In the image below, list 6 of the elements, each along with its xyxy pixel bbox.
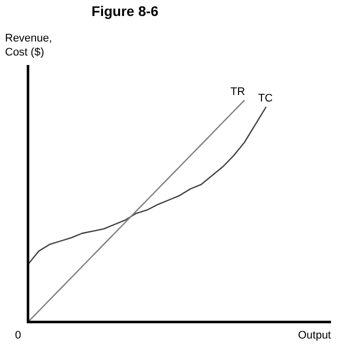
y-axis-title: Revenue, Cost ($): [5, 32, 52, 59]
x-axis-title: Output: [298, 330, 331, 342]
series-label: TR: [230, 86, 246, 98]
chart-title: Figure 8-6: [92, 2, 159, 19]
text: 0: [14, 330, 22, 342]
series-label: TC: [258, 92, 273, 104]
